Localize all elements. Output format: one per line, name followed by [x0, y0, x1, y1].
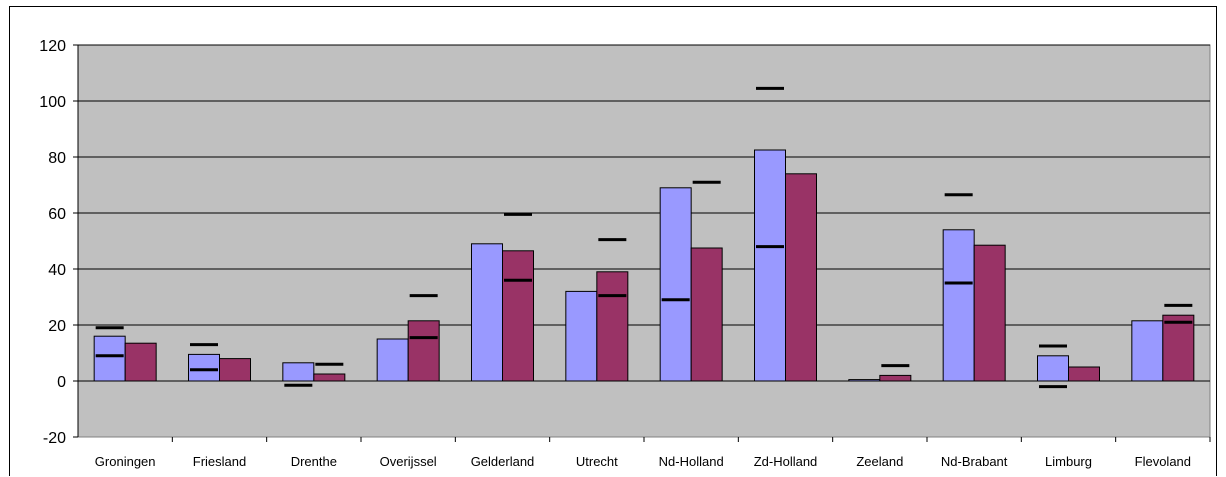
bar-series1 — [565, 290, 598, 382]
bar-series2 — [313, 373, 346, 382]
x-tick-label: Overijssel — [380, 454, 437, 469]
bar-series2 — [407, 320, 440, 382]
y-tick-label: 100 — [39, 94, 66, 111]
bar-series1 — [282, 362, 315, 382]
x-tick-label: Drenthe — [291, 454, 337, 469]
bar-series2 — [1068, 366, 1100, 382]
bar-series1 — [188, 353, 220, 382]
bar-series1 — [376, 338, 409, 382]
x-tick-label: Zeeland — [856, 454, 903, 469]
bar-series2 — [219, 358, 251, 382]
bar-series1 — [754, 149, 786, 382]
x-tick-label: Nd-Holland — [659, 454, 724, 469]
y-tick-label: 0 — [57, 374, 66, 391]
x-tick-label: Utrecht — [576, 454, 618, 469]
x-tick-label: Flevoland — [1135, 454, 1191, 469]
bar-series2 — [690, 247, 723, 382]
x-tick-label: Limburg — [1045, 454, 1092, 469]
bar-series2 — [1162, 314, 1195, 382]
bar-series1 — [659, 187, 692, 382]
x-tick-label: Friesland — [193, 454, 246, 469]
bar-series2 — [502, 250, 534, 382]
x-tick-label: Gelderland — [471, 454, 535, 469]
bar-series1 — [93, 335, 126, 382]
bar-series2 — [879, 374, 912, 382]
y-tick-label: 80 — [48, 150, 66, 167]
bar-series1 — [942, 229, 975, 382]
x-tick-label: Groningen — [95, 454, 156, 469]
x-tick-label: Zd-Holland — [754, 454, 818, 469]
plot-area — [77, 44, 1211, 438]
bar-series1 — [1131, 320, 1164, 382]
x-tick-label: Nd-Brabant — [941, 454, 1008, 469]
bar-series2 — [596, 271, 629, 382]
y-tick-label: 40 — [48, 262, 66, 279]
bar-series1 — [848, 379, 881, 382]
bar-series2 — [124, 342, 157, 382]
y-tick-label: 60 — [48, 206, 66, 223]
bar-series2 — [785, 173, 817, 382]
bar-series1 — [471, 243, 503, 382]
y-tick-label: -20 — [43, 430, 66, 447]
bar-series2 — [973, 244, 1006, 382]
y-tick-label: 120 — [39, 38, 66, 55]
bar-series1 — [1037, 355, 1069, 382]
y-tick-label: 20 — [48, 318, 66, 335]
